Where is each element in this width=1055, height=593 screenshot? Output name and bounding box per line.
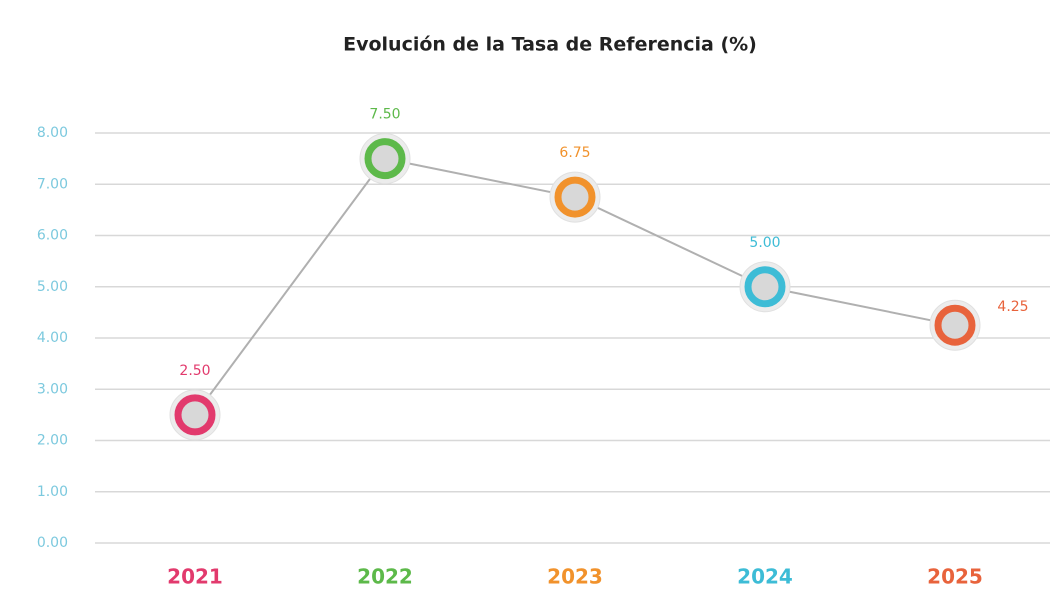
y-tick-label: 4.00 — [37, 330, 68, 346]
point — [174, 394, 216, 436]
x-tick-label: 2023 — [547, 565, 603, 589]
y-tick-label: 5.00 — [37, 279, 68, 295]
point — [934, 304, 976, 346]
data-label: 7.50 — [369, 107, 400, 123]
y-tick-label: 0.00 — [37, 535, 68, 551]
data-label: 5.00 — [749, 235, 780, 251]
point — [744, 266, 786, 308]
data-label: 2.50 — [179, 363, 210, 379]
data-label: 6.75 — [559, 145, 590, 161]
chart-title: Evolución de la Tasa de Referencia (%) — [343, 34, 757, 56]
x-tick-label: 2021 — [167, 565, 223, 589]
y-tick-label: 6.00 — [37, 228, 68, 244]
y-tick-label: 1.00 — [37, 484, 68, 500]
point — [554, 176, 596, 218]
data-label: 4.25 — [997, 299, 1028, 315]
x-tick-label: 2024 — [737, 565, 793, 589]
y-tick-label: 3.00 — [37, 381, 68, 397]
x-tick-label: 2025 — [927, 565, 983, 589]
y-tick-label: 7.00 — [37, 176, 68, 192]
y-tick-label: 2.00 — [37, 433, 68, 449]
y-tick-label: 8.00 — [37, 125, 68, 141]
x-tick-label: 2022 — [357, 565, 413, 589]
point — [364, 138, 406, 180]
